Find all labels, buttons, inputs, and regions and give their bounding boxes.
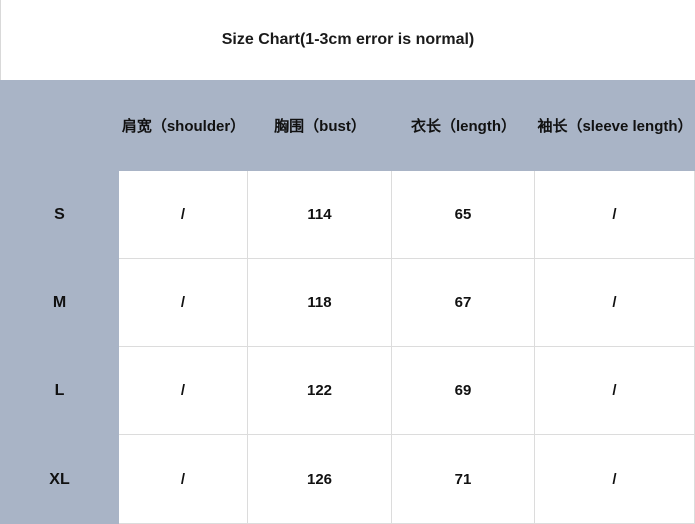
size-chart-title-bar: Size Chart(1-3cm error is normal)	[0, 0, 695, 80]
cell-s-length: 65	[392, 171, 535, 259]
cell-l-sleeve-length: /	[535, 347, 695, 435]
row-label-l: L	[54, 382, 65, 399]
cell-xl-length: 71	[392, 435, 535, 524]
column-header-length: 衣长（length）	[411, 118, 516, 135]
cell-m-shoulder: /	[119, 259, 248, 347]
size-chart-title: Size Chart(1-3cm error is normal)	[221, 31, 475, 48]
cell-xl-sleeve-length: /	[535, 435, 695, 524]
cell-s-bust: 114	[248, 171, 392, 259]
column-header-shoulder: 肩宽（shoulder）	[121, 118, 246, 135]
row-label-s: S	[54, 206, 65, 223]
cell-m-bust: 118	[248, 259, 392, 347]
cell-xl-shoulder: /	[119, 435, 248, 524]
cell-l-shoulder: /	[119, 347, 248, 435]
row-label-xl: XL	[49, 470, 70, 488]
cell-l-bust: 122	[248, 347, 392, 435]
cell-l-length: 69	[392, 347, 535, 435]
cell-s-shoulder: /	[119, 171, 248, 259]
cell-m-length: 67	[392, 259, 535, 347]
column-header-sleeve-length: 袖长（sleeve length）	[537, 118, 693, 135]
column-header-bust: 胸围（bust）	[274, 118, 366, 135]
cell-xl-bust: 126	[248, 435, 392, 524]
cell-m-sleeve-length: /	[535, 259, 695, 347]
row-label-m: M	[52, 294, 67, 311]
corner-cell	[0, 80, 119, 171]
size-table: 肩宽（shoulder） 胸围（bust） 衣长（length） 袖长（slee…	[0, 80, 695, 524]
cell-s-sleeve-length: /	[535, 171, 695, 259]
